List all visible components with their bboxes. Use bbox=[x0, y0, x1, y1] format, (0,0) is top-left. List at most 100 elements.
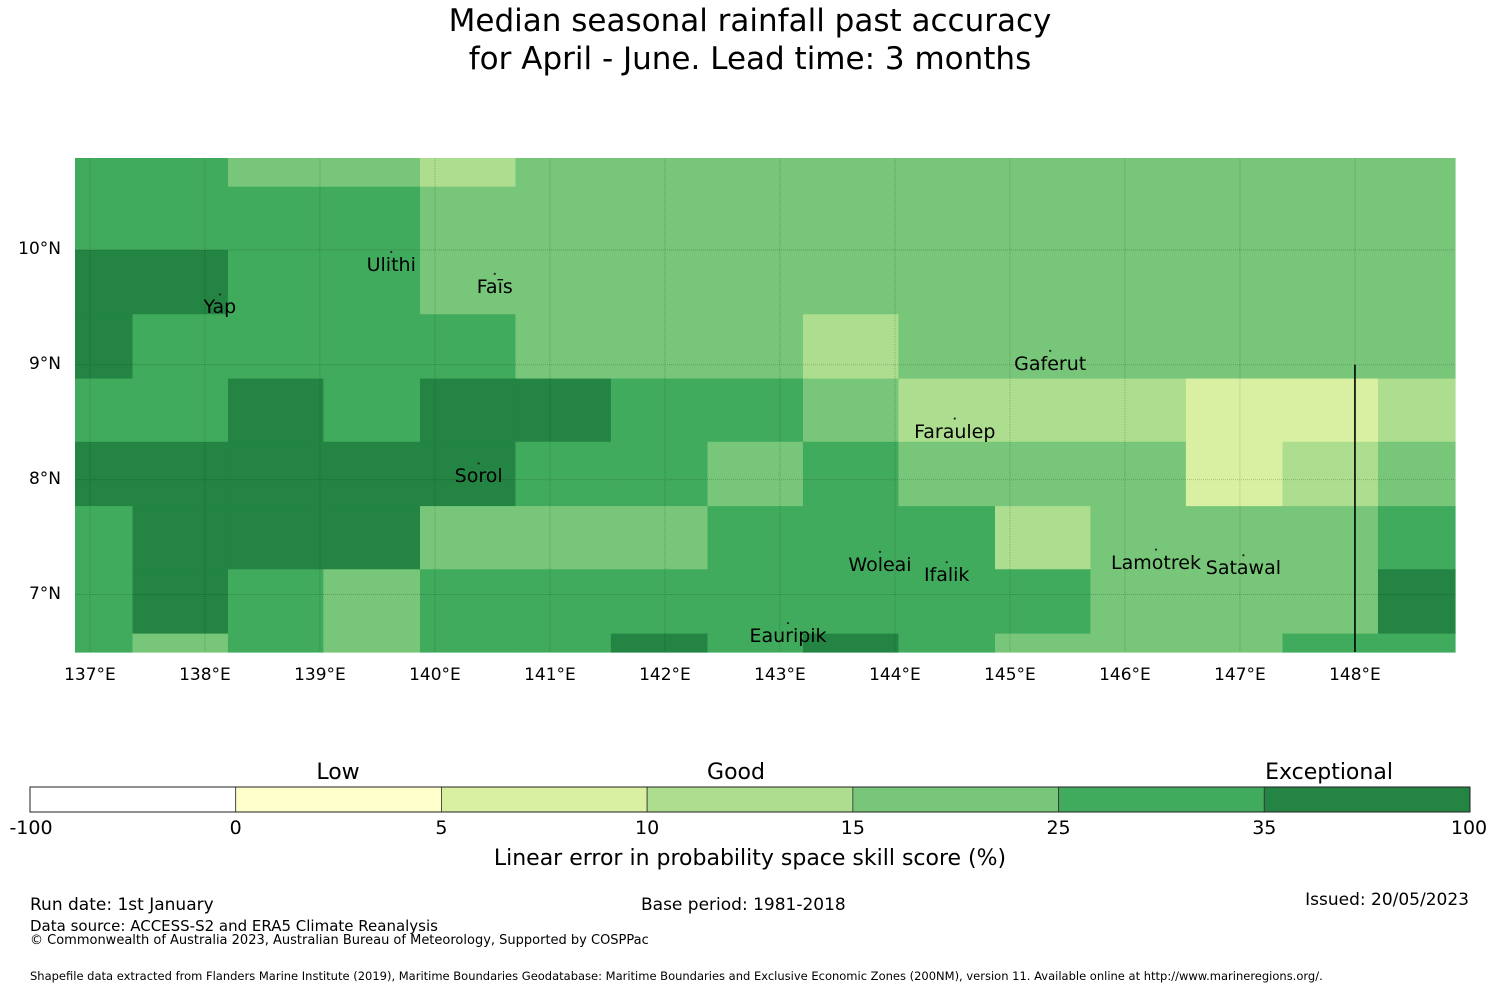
x-tick-label: 145°E bbox=[984, 665, 1036, 685]
map-cell bbox=[227, 569, 324, 635]
place-label: Faraulep bbox=[914, 420, 996, 443]
map-cell bbox=[1282, 378, 1379, 443]
colorbar-tick-label: 10 bbox=[635, 817, 660, 839]
map-cell bbox=[1282, 569, 1379, 635]
map-cell bbox=[707, 378, 804, 443]
map-cell bbox=[802, 158, 899, 188]
map-cell bbox=[1185, 569, 1284, 635]
x-tick-label: 138°E bbox=[179, 665, 231, 685]
colorbar-tick-label: -100 bbox=[9, 817, 53, 839]
map-cell bbox=[898, 249, 996, 315]
x-tick-label: 139°E bbox=[294, 665, 346, 685]
map-cell bbox=[995, 314, 1092, 380]
island-marker bbox=[953, 417, 956, 420]
map-cell bbox=[707, 506, 804, 570]
y-tick-label: 8°N bbox=[28, 468, 61, 489]
colorbar-tick-label: 0 bbox=[229, 817, 242, 839]
data-source: Data source: ACCESS-S2 and ERA5 Climate … bbox=[30, 917, 438, 935]
map-cell bbox=[898, 186, 996, 251]
place-label: Ifalik bbox=[923, 564, 970, 587]
colorbar-tick-label: 100 bbox=[1450, 817, 1488, 839]
place-label: Eauripik bbox=[749, 625, 827, 648]
map-cell bbox=[75, 314, 134, 380]
map-cell bbox=[1090, 569, 1187, 635]
map-cell bbox=[75, 249, 134, 315]
map-cell bbox=[898, 441, 996, 507]
map-cell bbox=[420, 186, 517, 251]
category-exceptional: Exceptional bbox=[1265, 760, 1393, 785]
x-tick-label: 142°E bbox=[639, 665, 691, 685]
map-cell bbox=[1185, 441, 1284, 507]
place-label: Woleai bbox=[848, 553, 912, 576]
x-tick-label: 146°E bbox=[1099, 665, 1151, 685]
colorbar-segment bbox=[235, 786, 442, 813]
map-cell bbox=[132, 158, 229, 188]
x-tick-label: 143°E bbox=[754, 665, 806, 685]
map-cell bbox=[323, 314, 421, 380]
map-cell bbox=[610, 314, 709, 380]
map-cell bbox=[323, 441, 421, 507]
colorbar-segment bbox=[646, 786, 854, 813]
map-cell bbox=[1377, 633, 1456, 653]
map-cell bbox=[1090, 506, 1187, 570]
map-cell bbox=[898, 314, 996, 380]
map-cell bbox=[323, 158, 421, 188]
x-tick-label: 141°E bbox=[524, 665, 576, 685]
place-label: Satawal bbox=[1205, 557, 1282, 580]
map-cell bbox=[1377, 186, 1456, 251]
map-cell bbox=[227, 378, 324, 443]
map-cell bbox=[1185, 314, 1284, 380]
map-cell bbox=[1090, 314, 1187, 380]
map-cell bbox=[515, 158, 612, 188]
map-cell bbox=[898, 378, 996, 443]
map-cell bbox=[802, 633, 899, 653]
map-cell bbox=[420, 249, 517, 315]
map-cell bbox=[1377, 441, 1456, 507]
map-cell bbox=[995, 378, 1092, 443]
map-cell bbox=[420, 506, 517, 570]
map-cell bbox=[898, 569, 996, 635]
map-cell bbox=[802, 441, 899, 507]
map-cell bbox=[1282, 633, 1379, 653]
x-tick-label: 144°E bbox=[869, 665, 921, 685]
map-cell bbox=[1185, 378, 1284, 443]
island-marker bbox=[218, 293, 221, 296]
map-cell bbox=[898, 506, 996, 570]
map-cell bbox=[420, 569, 517, 635]
map-cell bbox=[707, 249, 804, 315]
island-marker bbox=[945, 561, 948, 564]
map-cell bbox=[1377, 314, 1456, 380]
map-cell bbox=[1090, 158, 1187, 188]
map-cell bbox=[227, 633, 324, 653]
y-tick-label: 10°N bbox=[18, 238, 61, 259]
copyright: © Commonwealth of Australia 2023, Austra… bbox=[30, 933, 649, 948]
map-cell bbox=[75, 441, 134, 507]
place-label: Sorol bbox=[454, 465, 503, 488]
map-cell bbox=[1090, 186, 1187, 251]
map-cell bbox=[1282, 506, 1379, 570]
map-cell bbox=[132, 441, 229, 507]
map-cell bbox=[75, 506, 134, 570]
map-cell bbox=[75, 378, 134, 443]
map-cell bbox=[1090, 633, 1187, 653]
map-cell bbox=[1090, 249, 1187, 315]
colorbar-segment bbox=[441, 786, 648, 813]
map-cell bbox=[995, 158, 1092, 188]
chart-title: Median seasonal rainfall past accuracy f… bbox=[0, 2, 1500, 78]
colorbar-segment bbox=[29, 786, 237, 813]
map-cell bbox=[132, 314, 229, 380]
map-cell bbox=[515, 441, 612, 507]
map-cell bbox=[802, 314, 899, 380]
map-cell bbox=[610, 158, 709, 188]
map-cell bbox=[802, 378, 899, 443]
y-tick-label: 9°N bbox=[28, 353, 61, 374]
map-cell bbox=[995, 441, 1092, 507]
map-cell bbox=[227, 441, 324, 507]
map-cell bbox=[515, 249, 612, 315]
map-cell bbox=[610, 506, 709, 570]
island-marker bbox=[477, 462, 480, 465]
map-cell bbox=[898, 633, 996, 653]
map-cell bbox=[323, 378, 421, 443]
category-good: Good bbox=[707, 760, 765, 785]
map-cell bbox=[1282, 158, 1379, 188]
